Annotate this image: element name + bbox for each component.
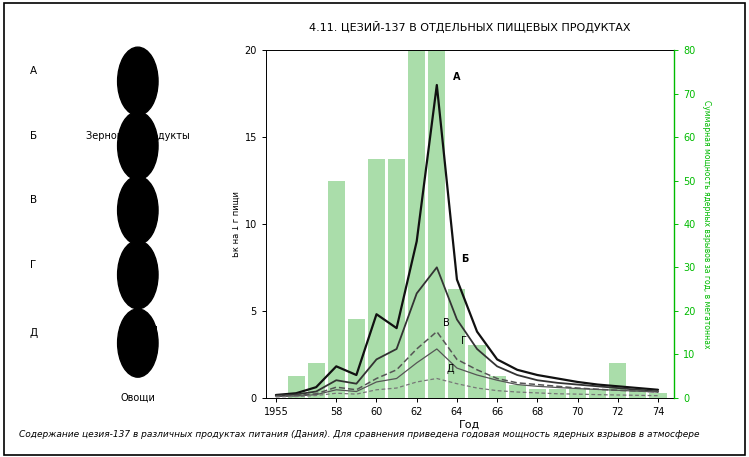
Bar	[428, 0, 446, 398]
Text: Б: Б	[461, 254, 468, 264]
Text: Молоко: Молоко	[118, 260, 157, 270]
Bar	[468, 345, 485, 398]
Text: 4.11. ЦЕЗИЙ-137 В ОТДЕЛЬНЫХ ПИЩЕВЫХ ПРОДУКТАХ: 4.11. ЦЕЗИЙ-137 В ОТДЕЛЬНЫХ ПИЩЕВЫХ ПРОД…	[309, 21, 631, 32]
Y-axis label: Бк на 1 г пищи: Бк на 1 г пищи	[231, 191, 240, 257]
Bar	[288, 376, 305, 398]
Text: А: А	[30, 66, 37, 76]
Text: Б: Б	[30, 131, 37, 141]
Bar	[529, 389, 546, 398]
Text: Фрукты: Фрукты	[118, 324, 158, 334]
Bar	[649, 393, 667, 398]
Bar	[629, 389, 646, 398]
X-axis label: Год: Год	[459, 420, 481, 430]
Text: Г: Г	[30, 260, 36, 270]
Text: Содержание цезия-137 в различных продуктах питания (Дания). Для сравнения привед: Содержание цезия-137 в различных продукт…	[19, 430, 700, 439]
Circle shape	[118, 240, 158, 309]
Circle shape	[118, 112, 158, 180]
Text: В: В	[443, 319, 449, 329]
Bar	[348, 319, 365, 398]
Circle shape	[118, 47, 158, 116]
Text: В: В	[30, 195, 37, 205]
Bar	[328, 181, 345, 398]
Y-axis label: Суммарная мощность ядерных взрывов за год, в мегатоннах: Суммарная мощность ядерных взрывов за го…	[703, 100, 712, 348]
Bar	[368, 159, 385, 398]
Bar	[449, 289, 465, 398]
Bar	[388, 159, 405, 398]
Text: Зерновые продукты: Зерновые продукты	[86, 131, 189, 141]
Text: Овощи: Овощи	[121, 392, 155, 402]
Circle shape	[118, 176, 158, 244]
Bar	[609, 363, 626, 398]
Bar	[589, 389, 606, 398]
Bar	[408, 0, 425, 398]
Circle shape	[118, 309, 158, 377]
Text: Д: Д	[30, 328, 38, 338]
Bar	[549, 389, 566, 398]
Text: Г: Г	[461, 336, 467, 346]
Bar	[308, 363, 325, 398]
Text: А: А	[453, 72, 461, 82]
Bar	[569, 389, 586, 398]
Bar	[488, 376, 506, 398]
Text: Мясо: Мясо	[125, 195, 151, 205]
Bar	[509, 385, 526, 398]
Text: Д: Д	[447, 363, 455, 373]
